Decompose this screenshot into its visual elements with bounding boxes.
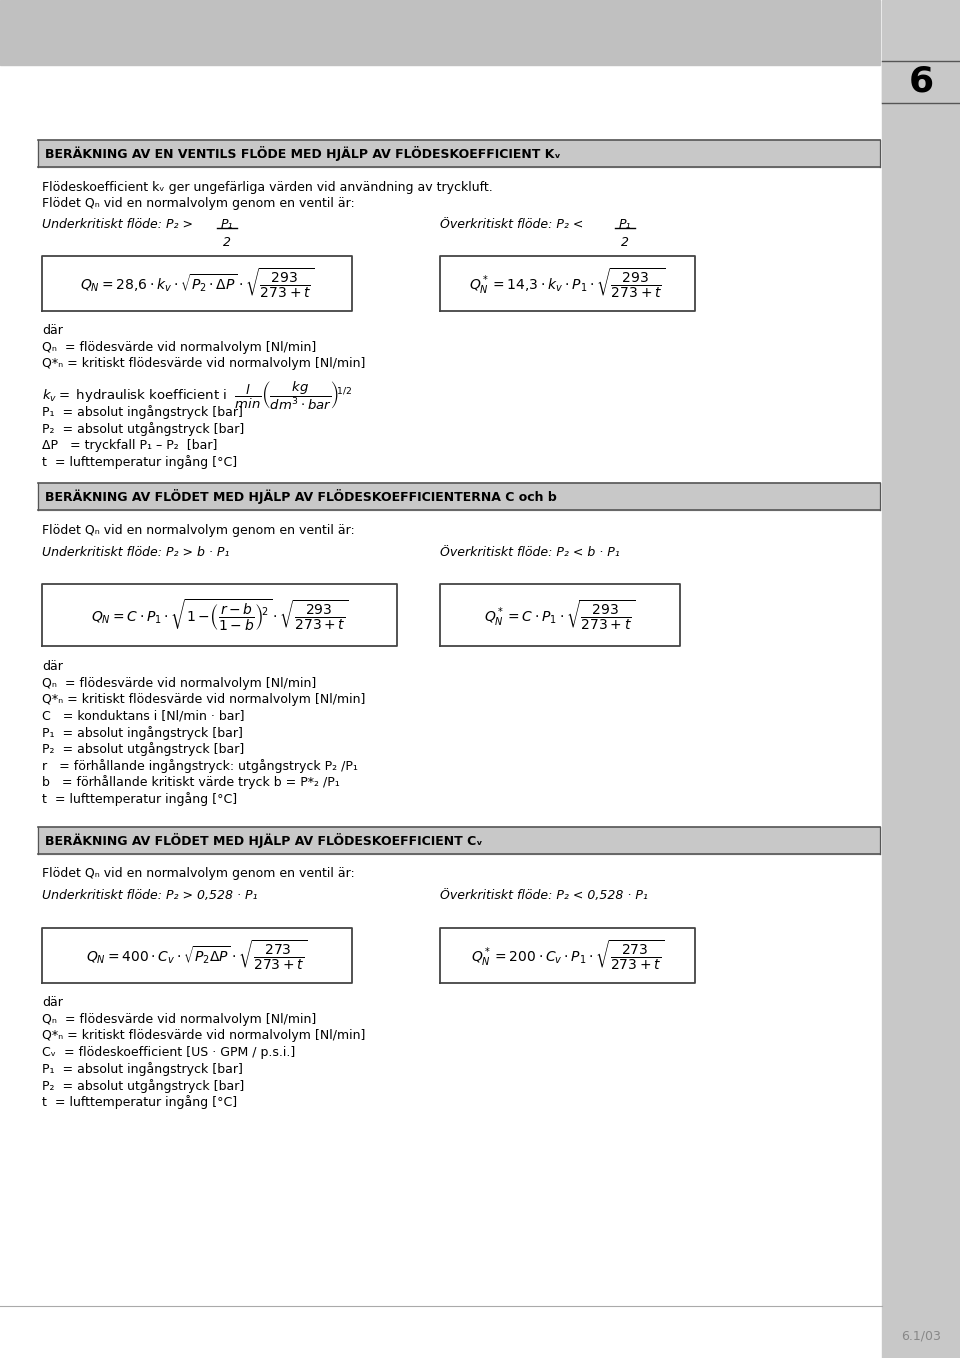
Text: $Q_N = 28{,}6 \cdot k_v \cdot \sqrt{P_2 \cdot \Delta P} \cdot \sqrt{\dfrac{293}{: $Q_N = 28{,}6 \cdot k_v \cdot \sqrt{P_2 … — [80, 266, 314, 300]
Bar — [0, 0, 880, 65]
Text: 6.1/03: 6.1/03 — [901, 1329, 941, 1343]
Text: Underkritiskt flöde: P₂ >: Underkritiskt flöde: P₂ > — [42, 217, 193, 231]
Text: t  = lufttemperatur ingång [°C]: t = lufttemperatur ingång [°C] — [42, 1096, 237, 1109]
Text: 6: 6 — [908, 65, 933, 99]
Text: Flödet Qₙ vid en normalvolym genom en ventil är:: Flödet Qₙ vid en normalvolym genom en ve… — [42, 868, 355, 880]
Text: $Q^*_N = 14{,}3 \cdot k_v \cdot P_1 \cdot \sqrt{\dfrac{293}{273+t}}$: $Q^*_N = 14{,}3 \cdot k_v \cdot P_1 \cdo… — [469, 266, 665, 300]
Text: Flödeskoefficient kᵥ ger ungefärliga värden vid användning av tryckluft.: Flödeskoefficient kᵥ ger ungefärliga vär… — [42, 181, 492, 194]
Text: Q*ₙ = kritiskt flödesvärde vid normalvolym [Nl/min]: Q*ₙ = kritiskt flödesvärde vid normalvol… — [42, 357, 366, 371]
Text: $Q^*_N = 200 \cdot C_v \cdot P_1 \cdot \sqrt{\dfrac{273}{273+t}}$: $Q^*_N = 200 \cdot C_v \cdot P_1 \cdot \… — [470, 938, 664, 972]
Text: Överkritiskt flöde: P₂ < b · P₁: Överkritiskt flöde: P₂ < b · P₁ — [440, 546, 620, 559]
Text: Q*ₙ = kritiskt flödesvärde vid normalvolym [Nl/min]: Q*ₙ = kritiskt flödesvärde vid normalvol… — [42, 693, 366, 706]
Text: Flödet Qₙ vid en normalvolym genom en ventil är:: Flödet Qₙ vid en normalvolym genom en ve… — [42, 524, 355, 536]
Text: t  = lufttemperatur ingång [°C]: t = lufttemperatur ingång [°C] — [42, 455, 237, 469]
Text: Cᵥ  = flödeskoefficient [US · GPM / p.s.i.]: Cᵥ = flödeskoefficient [US · GPM / p.s.i… — [42, 1046, 296, 1059]
Text: 2: 2 — [621, 236, 629, 250]
Text: P₂  = absolut utgångstryck [bar]: P₂ = absolut utgångstryck [bar] — [42, 1080, 244, 1093]
Bar — [38, 827, 880, 853]
Text: Underkritiskt flöde: P₂ > 0,528 · P₁: Underkritiskt flöde: P₂ > 0,528 · P₁ — [42, 889, 257, 903]
Text: $Q^*_N = C \cdot P_1 \cdot \sqrt{\dfrac{293}{273+t}}$: $Q^*_N = C \cdot P_1 \cdot \sqrt{\dfrac{… — [485, 599, 636, 631]
Bar — [38, 140, 880, 167]
Text: där: där — [42, 997, 62, 1009]
Text: P₂  = absolut utgångstryck [bar]: P₂ = absolut utgångstryck [bar] — [42, 743, 244, 756]
Text: ΔP   = tryckfall P₁ – P₂  [bar]: ΔP = tryckfall P₁ – P₂ [bar] — [42, 439, 217, 451]
Text: P₁: P₁ — [221, 219, 233, 231]
Text: r   = förhållande ingångstryck: utgångstryck P₂ /P₁: r = förhållande ingångstryck: utgångstry… — [42, 759, 358, 773]
Text: där: där — [42, 660, 62, 674]
Text: C   = konduktans i [Nl/min · bar]: C = konduktans i [Nl/min · bar] — [42, 709, 245, 722]
Text: P₁  = absolut ingångstryck [bar]: P₁ = absolut ingångstryck [bar] — [42, 406, 243, 420]
Text: BERÄKNING AV FLÖDET MED HJÄLP AV FLÖDESKOEFFICIENT Cᵥ: BERÄKNING AV FLÖDET MED HJÄLP AV FLÖDESK… — [45, 832, 483, 847]
Bar — [42, 255, 352, 311]
Text: BERÄKNING AV EN VENTILS FLÖDE MED HJÄLP AV FLÖDESKOEFFICIENT Kᵥ: BERÄKNING AV EN VENTILS FLÖDE MED HJÄLP … — [45, 147, 561, 162]
Bar — [882, 0, 960, 1358]
Text: P₁: P₁ — [619, 219, 632, 231]
Bar — [440, 584, 680, 646]
Text: Q*ₙ = kritiskt flödesvärde vid normalvolym [Nl/min]: Q*ₙ = kritiskt flödesvärde vid normalvol… — [42, 1029, 366, 1043]
Bar — [42, 584, 397, 646]
Bar — [38, 483, 880, 511]
Text: BERÄKNING AV FLÖDET MED HJÄLP AV FLÖDESKOEFFICIENTERNA C och b: BERÄKNING AV FLÖDET MED HJÄLP AV FLÖDESK… — [45, 489, 557, 504]
Text: P₁  = absolut ingångstryck [bar]: P₁ = absolut ingångstryck [bar] — [42, 1062, 243, 1077]
Text: Överkritiskt flöde: P₂ < 0,528 · P₁: Överkritiskt flöde: P₂ < 0,528 · P₁ — [440, 889, 648, 903]
Text: t  = lufttemperatur ingång [°C]: t = lufttemperatur ingång [°C] — [42, 792, 237, 805]
Bar — [882, 61, 960, 103]
Text: P₁  = absolut ingångstryck [bar]: P₁ = absolut ingångstryck [bar] — [42, 727, 243, 740]
Text: $Q_N = C \cdot P_1 \cdot \sqrt{1-\!\left(\dfrac{r-b}{1-b}\right)^{\!2}} \cdot \s: $Q_N = C \cdot P_1 \cdot \sqrt{1-\!\left… — [90, 598, 348, 633]
Bar — [42, 928, 352, 982]
Bar — [440, 928, 695, 982]
Text: $Q_N = 400 \cdot C_v \cdot \sqrt{P_2\Delta P} \cdot \sqrt{\dfrac{273}{273+t}}$: $Q_N = 400 \cdot C_v \cdot \sqrt{P_2\Del… — [86, 938, 308, 972]
Text: Qₙ  = flödesvärde vid normalvolym [Nl/min]: Qₙ = flödesvärde vid normalvolym [Nl/min… — [42, 676, 316, 690]
Text: P₂  = absolut utgångstryck [bar]: P₂ = absolut utgångstryck [bar] — [42, 422, 244, 436]
Text: där: där — [42, 325, 62, 338]
Text: b   = förhållande kritiskt värde tryck b = P*₂ /P₁: b = förhållande kritiskt värde tryck b =… — [42, 775, 340, 789]
Bar — [440, 255, 695, 311]
Text: Qₙ  = flödesvärde vid normalvolym [Nl/min]: Qₙ = flödesvärde vid normalvolym [Nl/min… — [42, 1013, 316, 1027]
Text: Underkritiskt flöde: P₂ > b · P₁: Underkritiskt flöde: P₂ > b · P₁ — [42, 546, 229, 559]
Text: Flödet Qₙ vid en normalvolym genom en ventil är:: Flödet Qₙ vid en normalvolym genom en ve… — [42, 197, 355, 210]
Text: 2: 2 — [223, 236, 231, 250]
Text: Qₙ  = flödesvärde vid normalvolym [Nl/min]: Qₙ = flödesvärde vid normalvolym [Nl/min… — [42, 341, 316, 354]
Text: Överkritiskt flöde: P₂ <: Överkritiskt flöde: P₂ < — [440, 217, 584, 231]
Text: $k_v = $ hydraulisk koefficient i  $\dfrac{l}{min}\left(\dfrac{kg}{dm^3 \cdot ba: $k_v = $ hydraulisk koefficient i $\dfra… — [42, 379, 352, 411]
